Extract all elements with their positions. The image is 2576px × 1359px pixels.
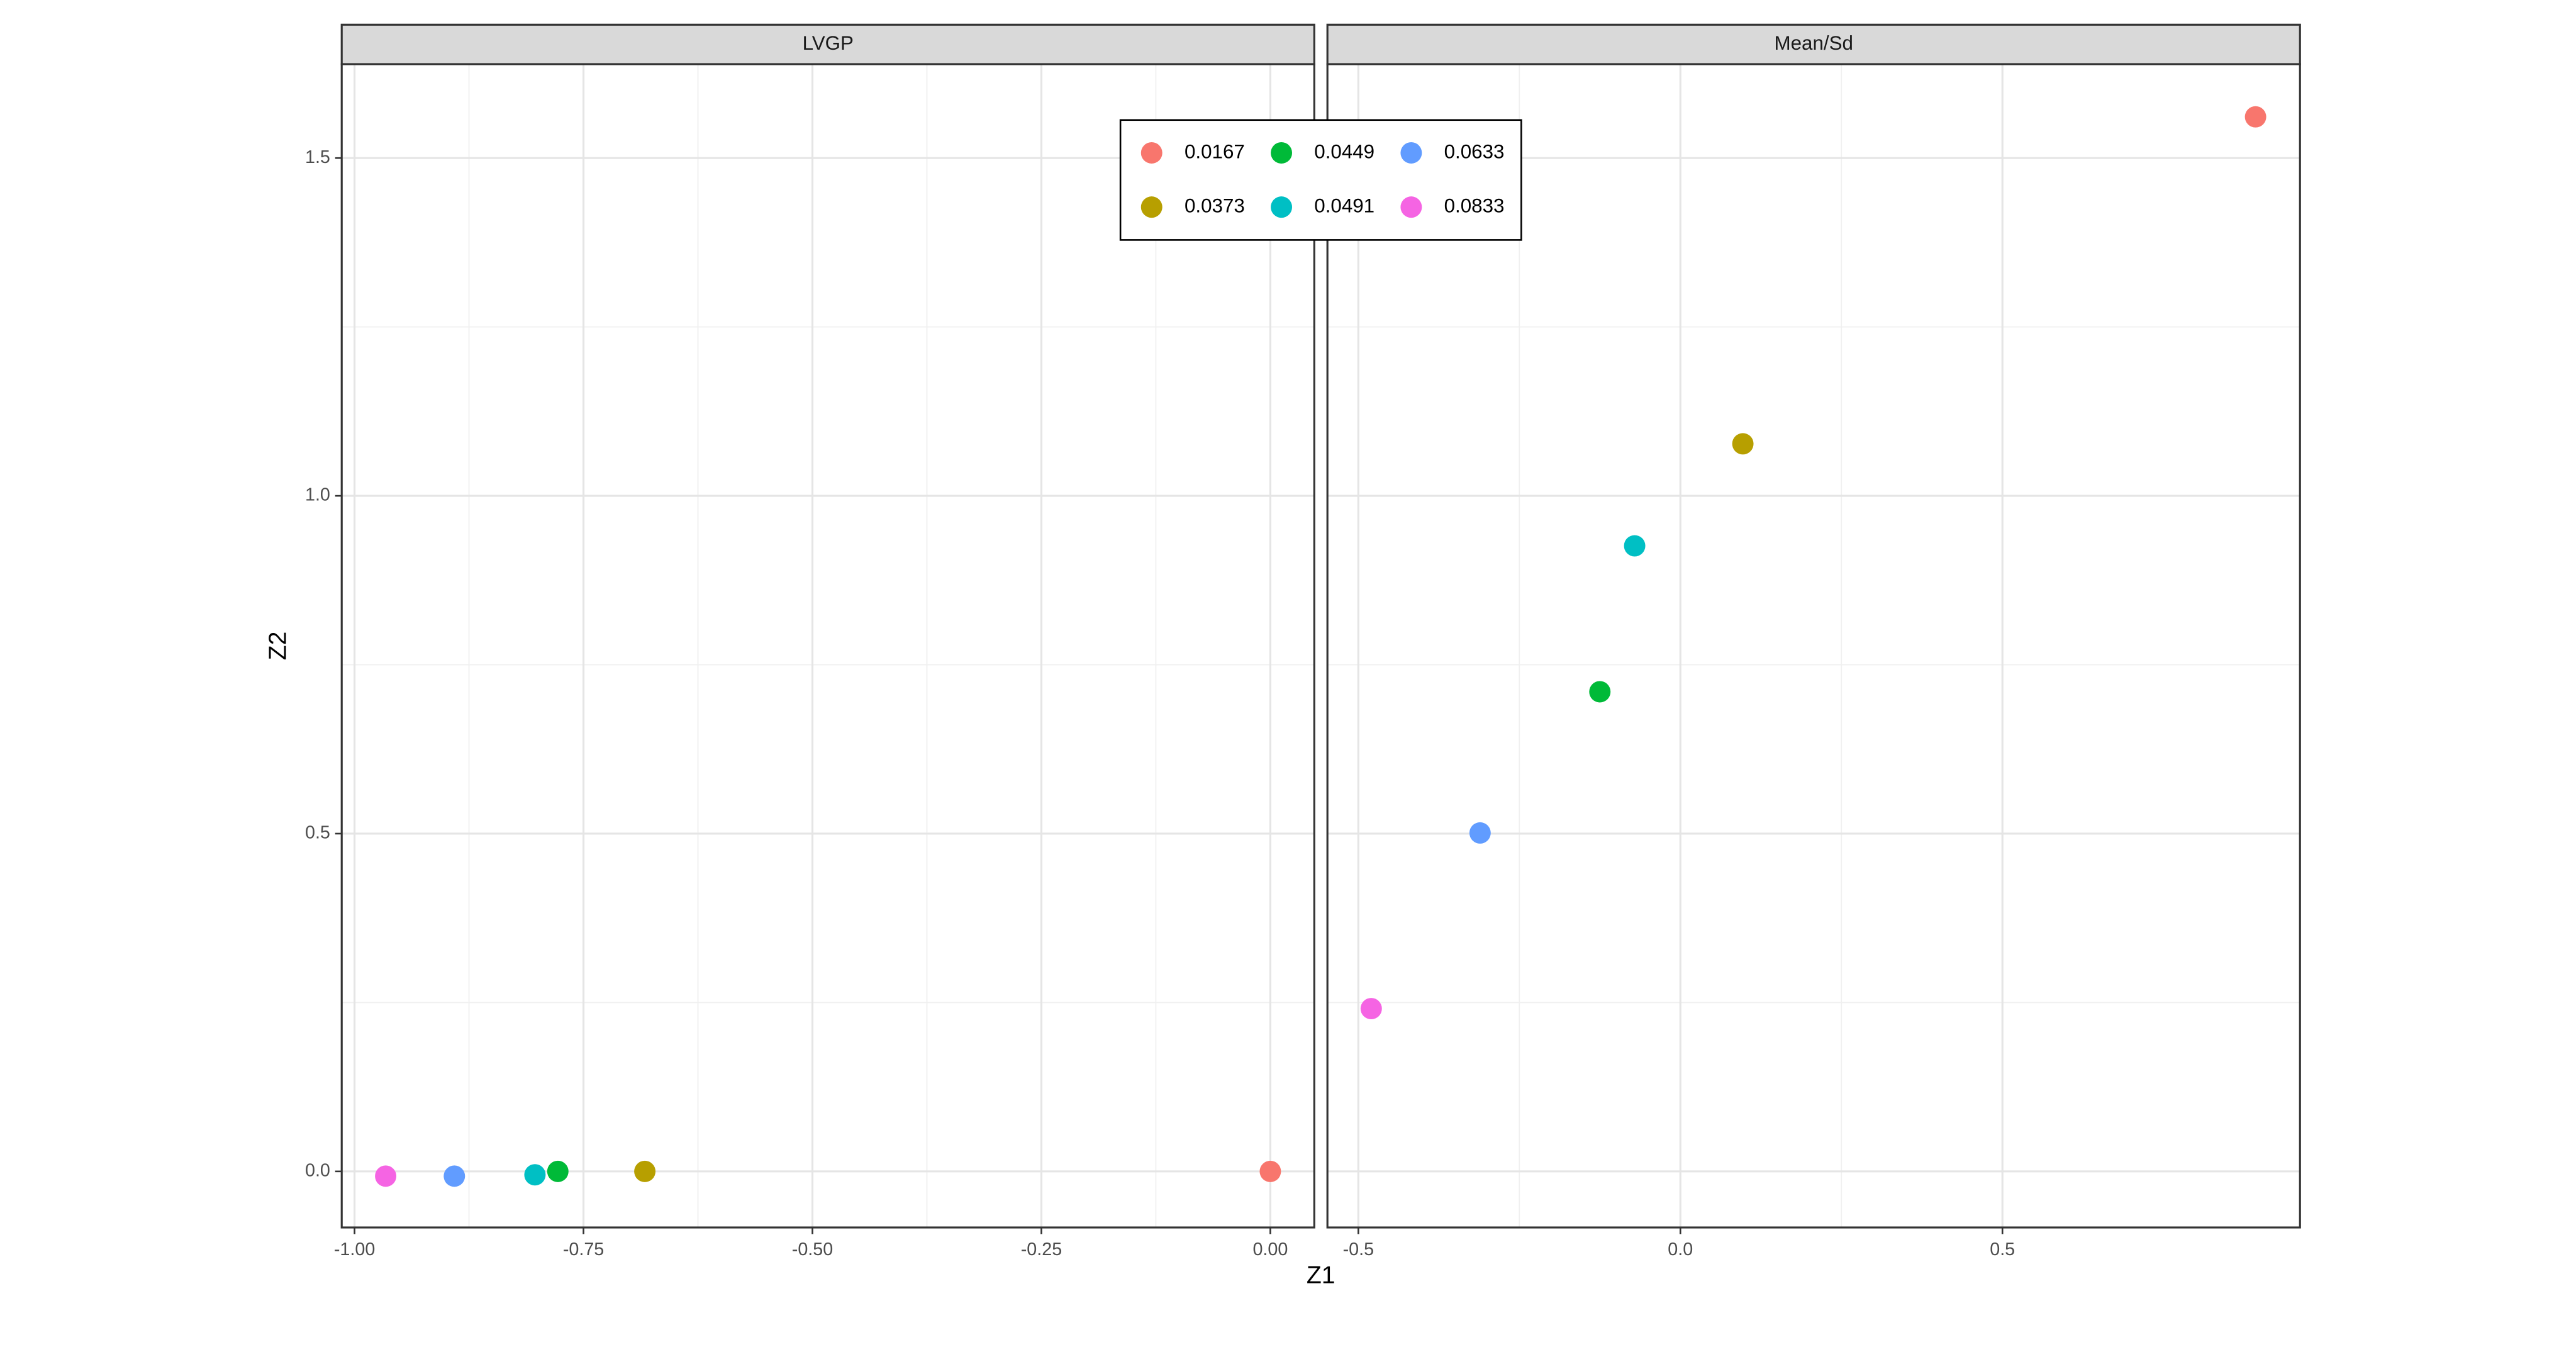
strip bbox=[340, 23, 1315, 65]
point bbox=[634, 1160, 656, 1182]
legend-label: 0.0833 bbox=[1444, 194, 1505, 216]
legend-symbol bbox=[1140, 196, 1163, 218]
legend-symbol bbox=[1271, 196, 1293, 218]
panel-background bbox=[1327, 64, 2300, 1228]
legend-label: 0.0167 bbox=[1185, 140, 1245, 162]
strip-label: LVGP bbox=[803, 32, 854, 54]
x-tick-label: 0.5 bbox=[1990, 1239, 2015, 1260]
point bbox=[443, 1165, 466, 1187]
x-tick-label: -0.5 bbox=[1343, 1239, 1374, 1260]
strip bbox=[1326, 23, 2301, 65]
point bbox=[1732, 433, 1754, 455]
point bbox=[1469, 822, 1491, 844]
point bbox=[1589, 681, 1611, 703]
point bbox=[1360, 998, 1382, 1020]
point bbox=[1624, 535, 1646, 557]
legend-symbol bbox=[1271, 142, 1293, 164]
point bbox=[375, 1165, 397, 1187]
legend-label: 0.0633 bbox=[1444, 140, 1505, 162]
x-tick-label: -0.50 bbox=[792, 1239, 833, 1260]
y-tick-label: 1.5 bbox=[305, 147, 330, 167]
strip-label: Mean/Sd bbox=[1775, 32, 1853, 54]
legend: 0.0167 0.0373 0.0449 0.0491 0.0633 0.0833 bbox=[1119, 119, 1522, 241]
y-tick-label: 0.0 bbox=[305, 1160, 330, 1180]
legend-symbol bbox=[1400, 196, 1422, 218]
x-tick-label: 0.00 bbox=[1252, 1239, 1288, 1260]
point bbox=[547, 1160, 569, 1182]
point bbox=[524, 1164, 546, 1186]
legend-label: 0.0491 bbox=[1314, 194, 1374, 216]
legend-label: 0.0449 bbox=[1314, 140, 1374, 162]
legend-symbol bbox=[1140, 142, 1163, 164]
y-axis-label: Z2 bbox=[264, 632, 291, 661]
panel-background bbox=[342, 64, 1315, 1228]
y-tick-label: 1.0 bbox=[305, 485, 330, 505]
legend-box bbox=[1119, 119, 1522, 241]
point bbox=[1259, 1160, 1281, 1182]
x-tick-label: -0.75 bbox=[563, 1239, 604, 1260]
x-tick-label: -1.00 bbox=[334, 1239, 375, 1260]
x-axis-label: Z1 bbox=[1307, 1262, 1335, 1289]
point bbox=[2244, 106, 2267, 128]
y-tick-label: 0.5 bbox=[305, 823, 330, 843]
legend-symbol bbox=[1400, 142, 1422, 164]
x-tick-label: -0.25 bbox=[1021, 1239, 1062, 1260]
x-tick-label: 0.0 bbox=[1668, 1239, 1693, 1260]
legend-label: 0.0373 bbox=[1185, 194, 1245, 216]
